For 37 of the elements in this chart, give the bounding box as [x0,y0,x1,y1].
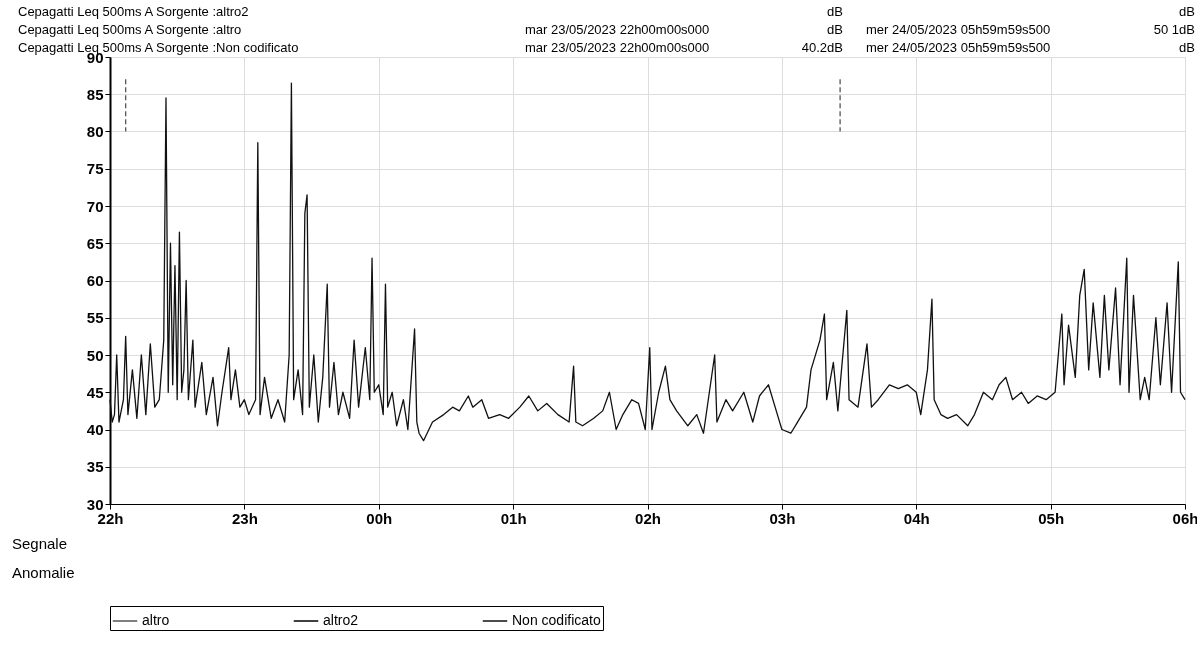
y-tick-label: 60 [86,272,104,289]
text: Segnale [12,535,68,552]
x-tick-label: 05h [1038,509,1065,527]
y-tick-label: 75 [86,160,104,178]
text: dB [1179,4,1195,19]
y-tick-label: 35 [86,458,104,476]
text: mar 23/05/2023 22h00m00s000 [525,22,710,37]
x-tick-label: 04h [903,509,930,527]
x-tick-label: 02h [635,509,661,527]
x-tick-label: 00h [366,509,393,527]
text: mar 23/05/2023 22h00m00s000 [525,40,710,55]
text: 50 1dB [1153,22,1195,37]
x-tick-label: 06h [1172,509,1197,527]
text: Anomalie [12,564,75,581]
y-tick-label: 80 [86,123,104,140]
y-tick-label: 65 [86,234,104,252]
text: dB [1179,40,1195,55]
y-tick-label: 45 [86,383,104,401]
x-tick-label: 23h [231,509,258,527]
y-tick-label: 55 [86,309,104,327]
text: mer 24/05/2023 05h59m59s500 [866,40,1051,55]
text: 40.2dB [801,40,843,55]
y-tick-label: 40 [86,421,104,438]
x-tick-label: 01h [500,509,527,527]
text: Cepagatti Leq 500ms A Sorgente :altro [18,22,242,37]
legend-label: Non codificato [512,612,601,628]
x-tick-label: 03h [769,509,796,527]
text: dB [827,4,843,19]
text: Cepagatti Leq 500ms A Sorgente :altro2 [18,4,249,19]
y-tick-label: 70 [86,197,104,215]
line-series [109,82,1186,442]
legend-label: altro2 [323,612,359,628]
text: mer 24/05/2023 05h59m59s500 [866,22,1051,37]
y-tick-label: 85 [86,85,104,103]
y-tick-label: 50 [86,346,104,364]
legend-label: altro [142,612,170,628]
text: dB [827,22,843,37]
